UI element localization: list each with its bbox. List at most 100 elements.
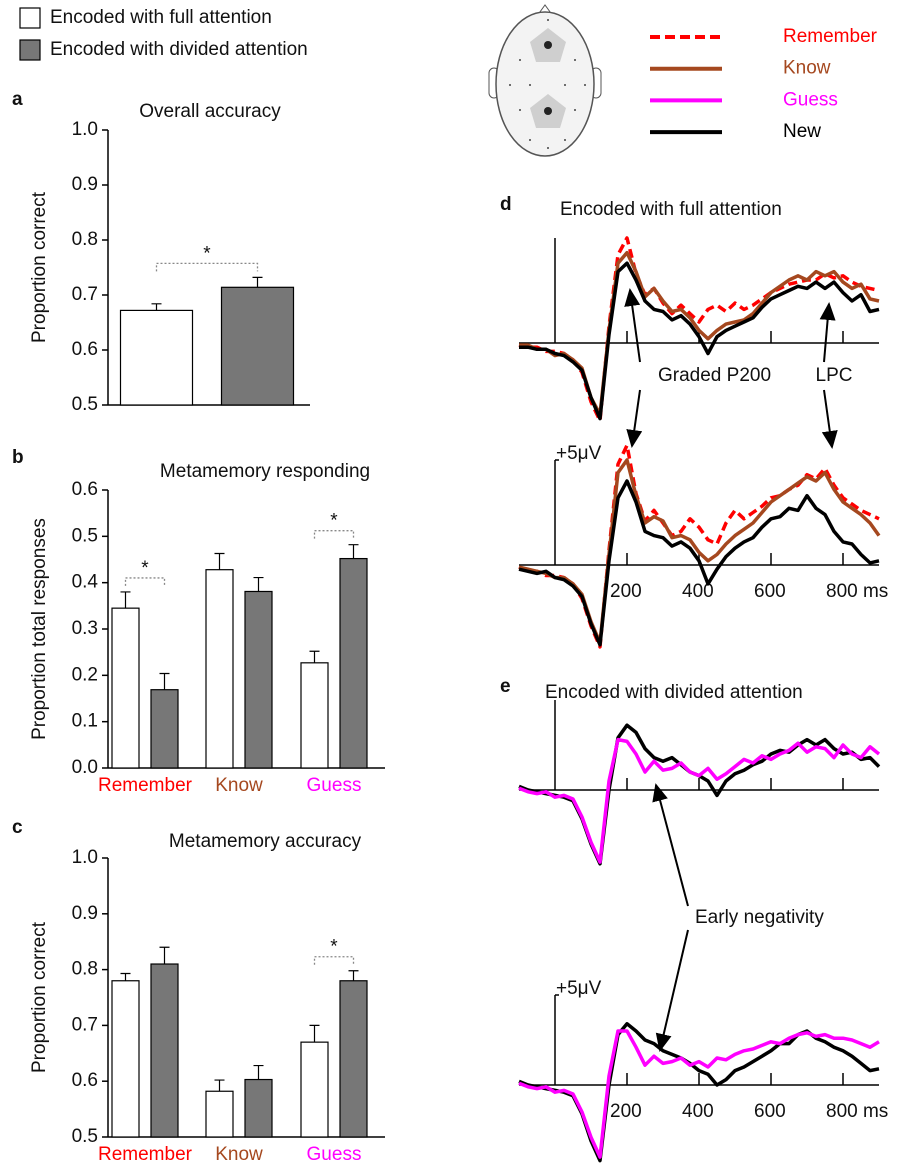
- erp-line: [518, 737, 881, 864]
- error-bar: [348, 544, 359, 559]
- x-tick-label: Know: [215, 775, 263, 796]
- y-tick-label: 0.4: [72, 572, 99, 593]
- y-tick-label: 1.0: [72, 847, 98, 868]
- chart-title: Overall accuracy: [139, 101, 281, 122]
- x-tick-label: 200: [610, 581, 642, 602]
- error-bar: [214, 1079, 225, 1092]
- legend-label: Encoded with full attention: [50, 7, 272, 28]
- error-bar: [120, 972, 131, 981]
- error-bar: [309, 650, 320, 663]
- legend-label: New: [783, 121, 821, 142]
- annotation: LPC: [816, 365, 853, 386]
- chart-title: Metamemory accuracy: [169, 831, 362, 852]
- panel-letter: e: [500, 676, 511, 697]
- significance-label: *: [141, 558, 149, 579]
- bar: [205, 1090, 234, 1138]
- y-tick-label: 0.6: [72, 1070, 98, 1091]
- legend-swatch: [19, 7, 41, 29]
- bar: [119, 309, 194, 406]
- x-tick-label: Guess: [307, 775, 362, 796]
- bar: [150, 689, 179, 769]
- error-bar: [253, 576, 264, 592]
- x-tick-label: Remember: [98, 1144, 193, 1165]
- significance-label: *: [203, 243, 211, 264]
- annotation: Early negativity: [695, 907, 824, 928]
- bar: [205, 569, 234, 769]
- y-tick-label: +5μV: [556, 978, 602, 999]
- x-tick-label: 800 ms: [826, 581, 888, 602]
- y-tick-label: 0.3: [72, 618, 98, 639]
- x-tick-label: 600: [754, 1101, 786, 1122]
- erp-line: [519, 261, 880, 421]
- bar: [220, 286, 295, 406]
- x-tick-label: 800 ms: [826, 1101, 888, 1122]
- y-tick-label: 0.5: [72, 525, 98, 546]
- bar: [339, 557, 368, 769]
- erp-line: [518, 443, 880, 649]
- legend-label: Remember: [783, 26, 878, 47]
- y-tick-label: 0.6: [72, 479, 98, 500]
- panel-letter: b: [12, 447, 24, 468]
- legend-label: Know: [783, 58, 831, 79]
- y-tick-label: 0.7: [72, 284, 98, 305]
- bar: [150, 963, 179, 1138]
- significance-bracket: [124, 577, 166, 586]
- y-tick-label: 0.8: [72, 959, 98, 980]
- x-tick-label: 200: [610, 1101, 642, 1122]
- x-tick-label: Guess: [307, 1144, 362, 1165]
- error-bar: [120, 591, 131, 609]
- chart-title: Encoded with full attention: [560, 199, 782, 220]
- y-tick-label: 0.0: [72, 757, 98, 778]
- bar: [300, 1041, 329, 1138]
- y-tick-label: 0.8: [72, 229, 98, 250]
- y-axis-label: Proportion correct: [29, 921, 50, 1073]
- erp-line: [518, 236, 880, 423]
- y-tick-label: 0.5: [72, 1126, 98, 1147]
- legend-label: Encoded with divided attention: [50, 39, 308, 60]
- y-tick-label: 0.2: [72, 664, 98, 685]
- x-tick-label: Remember: [98, 775, 193, 796]
- significance-bracket: [313, 530, 355, 539]
- erp-line: [518, 479, 880, 647]
- y-tick-label: 0.9: [72, 174, 98, 195]
- chart-title: Metamemory responding: [160, 461, 370, 482]
- chart-title: Encoded with divided attention: [545, 682, 803, 703]
- error-bar: [159, 672, 170, 690]
- bar: [300, 662, 329, 769]
- erp-line: [518, 723, 881, 866]
- x-tick-label: Know: [215, 1144, 263, 1165]
- panel-letter: d: [500, 194, 512, 215]
- bar: [111, 980, 140, 1138]
- y-tick-label: +5μV: [556, 443, 602, 464]
- y-axis-label: Proportion correct: [29, 191, 50, 343]
- significance-bracket: [313, 956, 355, 965]
- error-bar: [159, 946, 170, 965]
- significance-label: *: [330, 937, 338, 958]
- erp-line: [518, 458, 881, 645]
- x-tick-label: 400: [682, 1101, 714, 1122]
- error-bar: [253, 1064, 264, 1080]
- y-tick-label: 0.1: [72, 711, 98, 732]
- bar: [111, 607, 140, 769]
- y-tick-label: 0.9: [72, 903, 98, 924]
- y-tick-label: 0.6: [72, 339, 98, 360]
- bar: [244, 590, 273, 769]
- panel-letter: c: [12, 817, 23, 838]
- legend-swatch: [19, 39, 41, 61]
- annotation-arrows: [624, 288, 838, 1052]
- y-tick-label: 1.0: [72, 119, 98, 140]
- significance-label: *: [330, 511, 338, 532]
- x-tick-label: 400: [682, 581, 714, 602]
- legend-label: Guess: [783, 89, 838, 110]
- error-bar: [348, 970, 359, 981]
- erp-line: [518, 1029, 880, 1159]
- panel-letter: a: [12, 89, 23, 110]
- bar: [244, 1078, 273, 1138]
- error-bar: [252, 276, 263, 288]
- y-tick-label: 0.7: [72, 1014, 98, 1035]
- x-tick-label: 600: [754, 581, 786, 602]
- y-axis-label: Proportion total responses: [29, 518, 50, 740]
- error-bar: [151, 303, 162, 311]
